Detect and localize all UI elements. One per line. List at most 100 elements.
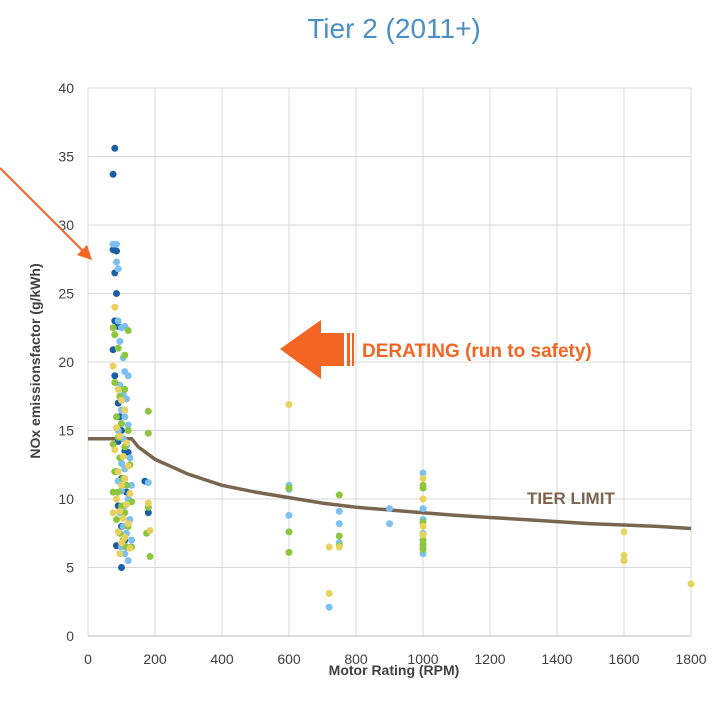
- y-tick-label: 20: [58, 354, 74, 370]
- x-tick-label: 1200: [474, 651, 505, 667]
- data-point: [118, 481, 125, 489]
- data-point: [121, 406, 129, 414]
- data-points: [109, 144, 695, 611]
- data-point: [419, 495, 427, 503]
- data-point: [109, 509, 117, 517]
- data-point: [124, 327, 132, 334]
- y-axis-label: NOx emissionsfactor (g/kWh): [27, 263, 43, 458]
- data-point: [114, 528, 122, 536]
- y-tick-label: 40: [58, 80, 74, 96]
- data-point: [285, 484, 293, 492]
- data-point: [620, 551, 628, 559]
- data-point: [419, 531, 427, 539]
- data-point: [419, 540, 427, 548]
- data-point: [335, 520, 343, 528]
- data-point: [144, 479, 152, 487]
- data-point: [111, 446, 119, 454]
- data-point: [325, 590, 333, 597]
- data-point: [620, 557, 628, 565]
- data-point: [124, 448, 132, 456]
- data-point: [419, 475, 427, 482]
- data-point: [126, 544, 134, 552]
- y-tick-label: 25: [58, 286, 74, 302]
- data-point: [123, 501, 130, 508]
- data-point: [124, 462, 132, 470]
- data-point: [419, 505, 427, 513]
- x-axis-label: Motor Rating (RPM): [329, 662, 460, 678]
- data-point: [620, 528, 628, 536]
- data-point: [113, 413, 120, 421]
- data-point: [111, 303, 119, 311]
- x-tick-label: 1600: [608, 651, 639, 667]
- x-tick-label: 1800: [675, 651, 706, 667]
- y-tick-label: 0: [66, 628, 74, 644]
- data-point: [144, 509, 152, 517]
- data-point: [325, 603, 333, 611]
- data-point: [114, 344, 122, 352]
- data-point: [335, 532, 343, 540]
- data-point: [113, 247, 120, 255]
- data-point: [386, 520, 393, 528]
- data-point: [116, 432, 124, 440]
- data-point: [144, 499, 152, 507]
- data-point: [109, 362, 117, 370]
- data-point: [113, 290, 120, 297]
- data-point: [109, 440, 117, 448]
- data-point: [121, 550, 129, 558]
- data-point: [114, 385, 122, 393]
- data-point: [116, 337, 124, 345]
- data-point: [419, 546, 427, 554]
- y-tick-label: 10: [58, 491, 74, 507]
- data-point: [128, 481, 136, 489]
- data-point: [687, 580, 695, 588]
- data-point: [144, 407, 152, 415]
- pointer-arrow-head-icon: [77, 245, 92, 260]
- data-point: [109, 170, 117, 178]
- data-point: [124, 557, 132, 565]
- data-point: [121, 475, 129, 482]
- data-point: [118, 396, 125, 404]
- data-point: [119, 453, 127, 460]
- data-point: [419, 522, 427, 530]
- data-point: [285, 511, 293, 519]
- data-point: [285, 401, 293, 408]
- x-tick-label: 0: [84, 651, 92, 667]
- data-point: [118, 539, 125, 547]
- data-point: [121, 351, 129, 359]
- y-tick-label: 5: [66, 560, 74, 576]
- x-tick-label: 1000: [407, 651, 438, 667]
- x-tick-label: 600: [277, 651, 301, 667]
- data-point: [118, 564, 125, 571]
- gridlines: [87, 87, 692, 637]
- data-point: [146, 527, 154, 534]
- data-point: [335, 507, 343, 515]
- data-point: [118, 420, 125, 428]
- data-point: [419, 484, 427, 492]
- data-point: [116, 550, 124, 558]
- data-point: [325, 543, 333, 551]
- data-point: [114, 468, 122, 476]
- data-point: [126, 454, 134, 462]
- data-point: [124, 372, 132, 380]
- data-point: [124, 520, 132, 528]
- y-tick-label: 30: [58, 217, 74, 233]
- data-point: [111, 379, 119, 386]
- derating-arrow-icon: [280, 320, 344, 379]
- data-point: [124, 421, 132, 429]
- data-point: [114, 488, 122, 496]
- data-point: [126, 490, 134, 497]
- data-point: [123, 439, 130, 447]
- data-point: [109, 324, 117, 332]
- x-tick-label: 1400: [541, 651, 572, 667]
- tier-limit-label: TIER LIMIT: [527, 489, 615, 508]
- derating-annotation: DERATING (run to safety): [362, 341, 592, 362]
- data-point: [419, 469, 427, 477]
- data-point: [121, 413, 129, 421]
- data-point: [123, 481, 130, 489]
- data-point: [113, 424, 120, 432]
- data-point: [121, 533, 129, 541]
- data-point: [111, 144, 119, 152]
- pointer-arrow-line: [0, 167, 86, 254]
- data-point: [121, 385, 129, 393]
